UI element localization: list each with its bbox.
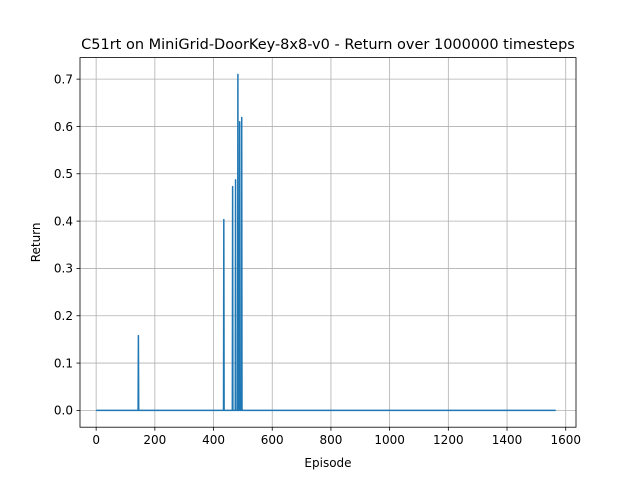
x-tick-label: 1200 [433, 433, 464, 447]
y-tick-label: 0.0 [54, 404, 73, 418]
y-axis-label: Return [29, 222, 43, 262]
x-tick-label: 600 [261, 433, 284, 447]
y-tick-label: 0.7 [54, 72, 73, 86]
x-tick-label: 400 [202, 433, 225, 447]
y-tick-label: 0.2 [54, 309, 73, 323]
x-tick-label: 1400 [492, 433, 523, 447]
x-axis-ticks: 0 200 400 600 800 1000 1200 1400 1600 [92, 427, 581, 447]
x-tick-label: 1000 [374, 433, 405, 447]
x-tick-label: 1600 [550, 433, 581, 447]
y-tick-label: 0.5 [54, 167, 73, 181]
y-tick-label: 0.6 [54, 120, 73, 134]
series-area [96, 73, 556, 412]
y-tick-label: 0.4 [54, 214, 73, 228]
x-axis-label: Episode [304, 456, 351, 470]
y-tick-label: 0.1 [54, 356, 73, 370]
x-tick-label: 200 [143, 433, 166, 447]
y-axis-ticks: 0.0 0.1 0.2 0.3 0.4 0.5 0.6 0.7 [54, 72, 80, 418]
x-tick-label: 800 [319, 433, 342, 447]
plot-frame [79, 57, 577, 428]
chart-title: C51rt on MiniGrid-DoorKey-8x8-v0 - Retur… [81, 37, 575, 53]
x-tick-label: 0 [92, 433, 100, 447]
series-line [96, 73, 556, 412]
y-tick-label: 0.3 [54, 262, 73, 276]
